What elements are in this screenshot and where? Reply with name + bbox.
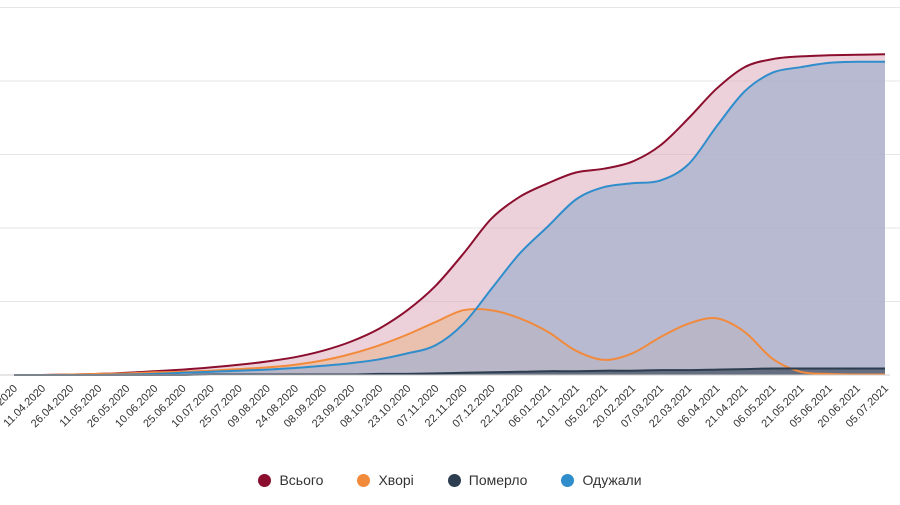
series-areas <box>14 54 885 376</box>
legend-item-sick[interactable]: Хворі <box>357 472 414 488</box>
legend-item-dead[interactable]: Померло <box>447 472 528 488</box>
legend-marker <box>357 473 371 487</box>
area-recovered <box>14 61 885 376</box>
line-recovered <box>14 60 886 377</box>
legend: Всього Хворі Померло Одужали <box>0 472 900 488</box>
chart-area: 27.03.202011.04.202026.04.202011.05.2020… <box>0 7 900 430</box>
legend-label: Померло <box>468 472 528 488</box>
x-axis-ticks: 27.03.202011.04.202026.04.202011.05.2020… <box>0 383 891 430</box>
legend-label: Хворі <box>378 472 414 488</box>
legend-item-recovered[interactable]: Одужали <box>561 472 642 488</box>
legend-marker <box>447 473 461 487</box>
legend-label: Одужали <box>582 472 642 488</box>
legend-marker <box>258 473 272 487</box>
line-sick <box>13 307 885 377</box>
legend-marker <box>561 473 575 487</box>
legend-label: Всього <box>279 472 324 488</box>
line-total <box>13 53 886 377</box>
legend-item-total[interactable]: Всього <box>258 472 323 488</box>
